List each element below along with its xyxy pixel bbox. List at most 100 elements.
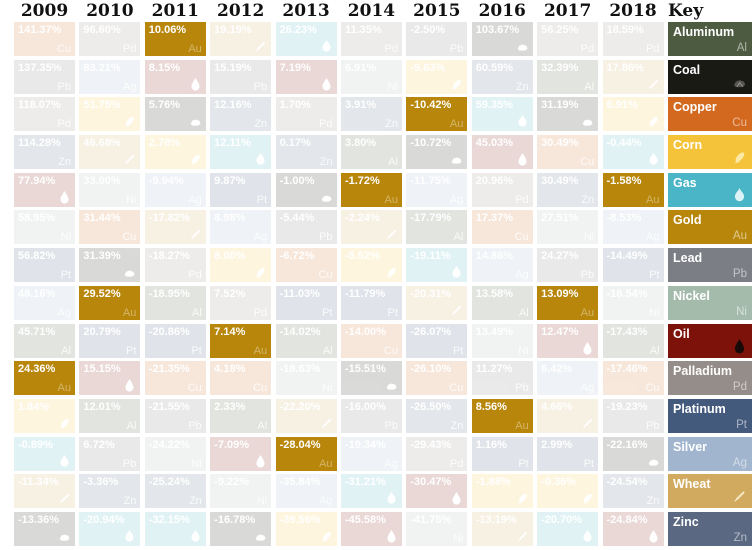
cell-2017-aluminum[interactable]: 32.39% Al xyxy=(537,59,599,94)
cell-2014-wheat[interactable]: -2.24% xyxy=(340,210,402,245)
cell-2017-nickel[interactable]: 27.51% Ni xyxy=(537,210,599,245)
cell-2011-palladium[interactable]: -18.27% Pd xyxy=(144,248,206,283)
cell-2017-palladium[interactable]: 56.25% Pd xyxy=(537,22,599,56)
cell-2018-wheat[interactable]: 17.86% xyxy=(602,59,664,94)
cell-2016-gas[interactable]: 59.35% xyxy=(471,97,533,132)
cell-2017-gas[interactable]: -20.70% xyxy=(537,511,599,546)
cell-2018-oil[interactable]: -24.84% xyxy=(602,511,664,546)
cell-2014-copper[interactable]: -14.00% Cu xyxy=(340,323,402,358)
cell-2010-platinum[interactable]: 20.79% Pt xyxy=(79,323,141,358)
cell-2011-silver[interactable]: -9.94% Ag xyxy=(144,172,206,207)
cell-2014-palladium[interactable]: 11.35% Pd xyxy=(340,22,402,56)
cell-2018-lead[interactable]: -19.23% Pb xyxy=(602,398,664,433)
cell-2016-nickel[interactable]: 13.49% Ni xyxy=(471,323,533,358)
cell-2018-corn[interactable]: 6.91% xyxy=(602,97,664,132)
cell-2017-platinum[interactable]: 2.99% Pt xyxy=(537,436,599,471)
cell-2010-lead[interactable]: 6.72% Pb xyxy=(79,436,141,471)
cell-2015-gas[interactable]: -19.11% xyxy=(406,248,468,283)
cell-2015-palladium[interactable]: -29.43% Pd xyxy=(406,436,468,471)
cell-2010-zinc[interactable]: -3.36% Zn xyxy=(79,474,141,509)
cell-2014-zinc[interactable]: 3.91% Zn xyxy=(340,97,402,132)
cell-2012-gas[interactable]: 12.11% xyxy=(210,135,272,170)
cell-2012-zinc[interactable]: 12.16% Zn xyxy=(210,97,272,132)
cell-2012-platinum[interactable]: 9.87% Pt xyxy=(210,172,272,207)
cell-2010-corn[interactable]: 51.75% xyxy=(79,97,141,132)
cell-2017-oil[interactable]: 12.47% xyxy=(537,323,599,358)
cell-2013-lead[interactable]: -5.44% Pb xyxy=(275,210,337,245)
cell-2013-platinum[interactable]: -11.03% Pt xyxy=(275,285,337,320)
cell-2016-oil[interactable]: 45.03% xyxy=(471,135,533,170)
cell-2015-zinc[interactable]: -26.50% Zn xyxy=(406,398,468,433)
cell-2017-zinc[interactable]: 30.49% Zn xyxy=(537,172,599,207)
cell-2013-palladium[interactable]: 1.70% Pd xyxy=(275,97,337,132)
cell-2009-coal[interactable]: -13.36% xyxy=(14,511,75,546)
cell-2009-aluminum[interactable]: 45.71% Al xyxy=(14,323,75,358)
cell-2012-palladium[interactable]: 7.52% Pd xyxy=(210,285,272,320)
cell-2014-aluminum[interactable]: 3.80% Al xyxy=(340,135,402,170)
cell-2014-nickel[interactable]: 6.91% Ni xyxy=(340,59,402,94)
cell-2014-silver[interactable]: -19.34% Ag xyxy=(340,436,402,471)
cell-2011-gold[interactable]: 10.06% Au xyxy=(144,22,206,56)
cell-2013-gas[interactable]: 26.23% xyxy=(275,22,337,56)
cell-2013-zinc[interactable]: 0.17% Zn xyxy=(275,135,337,170)
cell-2009-zinc[interactable]: 114.28% Zn xyxy=(14,135,75,170)
cell-2016-palladium[interactable]: 20.96% Pd xyxy=(471,172,533,207)
cell-2011-copper[interactable]: -21.35% Cu xyxy=(144,361,206,396)
key-item-gas[interactable]: Gas xyxy=(668,172,752,207)
cell-2017-coal[interactable]: 31.19% xyxy=(537,97,599,132)
cell-2018-gas[interactable]: -0.44% xyxy=(602,135,664,170)
cell-2012-wheat[interactable]: 19.19% xyxy=(210,22,272,56)
cell-2014-gas[interactable]: -31.21% xyxy=(340,474,402,509)
cell-2012-oil[interactable]: -7.09% xyxy=(210,436,272,471)
cell-2014-corn[interactable]: -5.52% xyxy=(340,248,402,283)
cell-2009-silver[interactable]: 48.16% Ag xyxy=(14,285,75,320)
cell-2013-gold[interactable]: -28.04% Au xyxy=(275,436,337,471)
cell-2012-gold[interactable]: 7.14% Au xyxy=(210,323,272,358)
cell-2012-copper[interactable]: 4.18% Cu xyxy=(210,361,272,396)
cell-2010-nickel[interactable]: 33.90% Ni xyxy=(79,172,141,207)
cell-2011-aluminum[interactable]: -18.95% Al xyxy=(144,285,206,320)
cell-2012-coal[interactable]: -16.78% xyxy=(210,511,272,546)
cell-2009-wheat[interactable]: -11.34% xyxy=(14,474,75,509)
cell-2015-silver[interactable]: -11.75% Ag xyxy=(406,172,468,207)
cell-2012-lead[interactable]: 15.19% Pb xyxy=(210,59,272,94)
cell-2009-platinum[interactable]: 56.82% Pt xyxy=(14,248,75,283)
cell-2009-gold[interactable]: 24.36% Au xyxy=(14,361,75,396)
cell-2011-lead[interactable]: -21.55% Pb xyxy=(144,398,206,433)
cell-2018-palladium[interactable]: 18.59% Pd xyxy=(602,22,664,56)
cell-2009-corn[interactable]: 1.84% xyxy=(14,398,75,433)
cell-2014-gold[interactable]: -1.72% Au xyxy=(340,172,402,207)
cell-2017-lead[interactable]: 24.27% Pb xyxy=(537,248,599,283)
cell-2017-silver[interactable]: 6.42% Ag xyxy=(537,361,599,396)
cell-2010-wheat[interactable]: 46.68% xyxy=(79,135,141,170)
key-item-nickel[interactable]: Nickel Ni xyxy=(668,285,752,320)
cell-2013-coal[interactable]: -1.00% xyxy=(275,172,337,207)
cell-2014-lead[interactable]: -16.00% Pb xyxy=(340,398,402,433)
cell-2011-gas[interactable]: -32.15% xyxy=(144,511,206,546)
cell-2016-corn[interactable]: -1.88% xyxy=(471,474,533,509)
cell-2009-lead[interactable]: 137.35% Pb xyxy=(14,59,75,94)
cell-2015-coal[interactable]: -10.72% xyxy=(406,135,468,170)
cell-2016-zinc[interactable]: 60.59% Zn xyxy=(471,59,533,94)
cell-2010-aluminum[interactable]: 12.01% Al xyxy=(79,398,141,433)
cell-2018-aluminum[interactable]: -17.43% Al xyxy=(602,323,664,358)
cell-2011-nickel[interactable]: -24.22% Ni xyxy=(144,436,206,471)
cell-2013-nickel[interactable]: -18.63% Ni xyxy=(275,361,337,396)
cell-2010-silver[interactable]: 83.21% Ag xyxy=(79,59,141,94)
cell-2012-nickel[interactable]: -9.22% Ni xyxy=(210,474,272,509)
cell-2014-coal[interactable]: -15.51% xyxy=(340,361,402,396)
cell-2009-palladium[interactable]: 118.07% Pd xyxy=(14,97,75,132)
cell-2011-wheat[interactable]: -17.82% xyxy=(144,210,206,245)
cell-2013-silver[interactable]: -35.84% Ag xyxy=(275,474,337,509)
cell-2018-platinum[interactable]: -14.49% Pt xyxy=(602,248,664,283)
cell-2016-copper[interactable]: 17.37% Cu xyxy=(471,210,533,245)
cell-2011-coal[interactable]: 5.76% xyxy=(144,97,206,132)
key-item-platinum[interactable]: Platinum Pt xyxy=(668,398,752,433)
cell-2014-platinum[interactable]: -11.79% Pt xyxy=(340,285,402,320)
cell-2012-aluminum[interactable]: 2.33% Al xyxy=(210,398,272,433)
cell-2017-copper[interactable]: 30.49% Cu xyxy=(537,135,599,170)
cell-2012-silver[interactable]: 8.98% Ag xyxy=(210,210,272,245)
cell-2017-gold[interactable]: 13.09% Au xyxy=(537,285,599,320)
cell-2017-wheat[interactable]: 4.66% xyxy=(537,398,599,433)
cell-2015-gold[interactable]: -10.42% Au xyxy=(406,97,468,132)
